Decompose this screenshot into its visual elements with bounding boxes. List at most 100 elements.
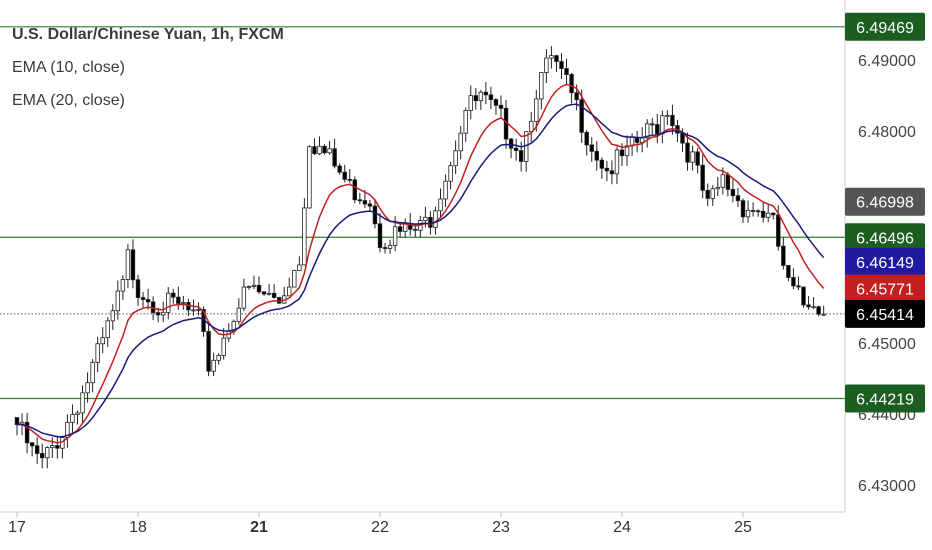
candle-body bbox=[438, 198, 443, 212]
candle-body bbox=[786, 265, 791, 278]
candle-body bbox=[498, 104, 504, 109]
candle-body bbox=[362, 200, 368, 205]
price-label-6.46496: 6.46496 bbox=[845, 223, 925, 252]
candle-body bbox=[14, 417, 20, 426]
candle-body bbox=[307, 146, 312, 209]
candle-body bbox=[246, 286, 252, 288]
candle-body bbox=[292, 270, 297, 288]
price-label-6.49469: 6.49469 bbox=[845, 12, 925, 41]
candle-body bbox=[241, 286, 247, 309]
candle-body bbox=[45, 447, 50, 459]
candle-body bbox=[473, 95, 478, 102]
candle-body bbox=[40, 453, 45, 459]
candle-body bbox=[468, 95, 473, 111]
candle-body bbox=[342, 171, 347, 180]
candle-body bbox=[70, 414, 75, 423]
candle-body bbox=[448, 165, 453, 182]
candle-body bbox=[256, 284, 262, 293]
price-label-text: 6.49469 bbox=[856, 20, 914, 37]
price-label-box bbox=[845, 223, 925, 252]
candle-body bbox=[216, 355, 221, 361]
candle-body bbox=[735, 195, 741, 202]
horizontal-levels bbox=[0, 26, 845, 400]
candle-body bbox=[624, 145, 630, 157]
candle-body bbox=[745, 210, 751, 218]
candle-body bbox=[569, 74, 574, 94]
candle-body bbox=[377, 223, 383, 248]
candle-body bbox=[559, 61, 564, 69]
candle-body bbox=[221, 337, 226, 356]
candle-body bbox=[645, 123, 650, 139]
candle-body bbox=[755, 210, 761, 213]
candle-body bbox=[791, 277, 796, 287]
price-label-text: 6.46998 bbox=[856, 195, 914, 212]
candle-body bbox=[710, 188, 715, 199]
price-label-box bbox=[845, 247, 925, 276]
candle-body bbox=[287, 286, 292, 297]
candle-body bbox=[483, 91, 489, 96]
candle-body bbox=[85, 382, 90, 394]
time-tick-label: 18 bbox=[129, 519, 147, 536]
candle-body bbox=[55, 445, 60, 449]
candle-body bbox=[508, 138, 514, 149]
candle-body bbox=[332, 148, 337, 167]
time-axis[interactable]: 17 18 21 22 23 24 25 bbox=[0, 511, 845, 536]
candle-body bbox=[463, 110, 468, 134]
candle-body bbox=[423, 216, 428, 221]
candle-body bbox=[670, 114, 675, 127]
candle-body bbox=[211, 359, 216, 372]
time-tick-label: 21 bbox=[250, 519, 268, 536]
candle-body bbox=[367, 203, 373, 207]
price-label-text: 6.46149 bbox=[856, 255, 914, 272]
candle-body bbox=[604, 167, 610, 172]
candle-body bbox=[166, 292, 171, 313]
candle-body bbox=[130, 249, 136, 281]
candle-body bbox=[493, 99, 499, 106]
candle-body bbox=[609, 170, 615, 175]
candle-body bbox=[140, 297, 146, 300]
candle-body bbox=[413, 228, 418, 231]
candle-body bbox=[382, 247, 388, 249]
candle-body bbox=[155, 312, 161, 316]
candle-body bbox=[776, 214, 781, 247]
candle-body bbox=[90, 361, 95, 384]
candle-body bbox=[125, 249, 131, 280]
price-label-text: 6.44219 bbox=[856, 391, 914, 408]
candle-body bbox=[806, 304, 811, 308]
candle-body bbox=[816, 306, 821, 315]
price-tick-label: 6.43000 bbox=[858, 478, 916, 495]
price-label-text: 6.45771 bbox=[856, 282, 914, 299]
candle-body bbox=[387, 245, 393, 249]
candle-body bbox=[614, 149, 620, 175]
candle-body bbox=[196, 309, 201, 311]
candle-body bbox=[619, 149, 625, 157]
candle-body bbox=[29, 442, 35, 447]
candle-body bbox=[725, 174, 731, 190]
candle-body bbox=[599, 159, 605, 169]
candle-body bbox=[544, 57, 549, 73]
ema-20-line bbox=[16, 103, 825, 438]
candle-body bbox=[261, 291, 267, 295]
candle-body bbox=[206, 331, 211, 372]
candle-body bbox=[115, 290, 121, 312]
legend-ema-20: EMA (20, close) bbox=[12, 92, 125, 109]
candle-body bbox=[695, 151, 700, 166]
candle-body bbox=[191, 309, 196, 312]
candle-body bbox=[690, 151, 695, 163]
candle-body bbox=[771, 212, 776, 216]
candle-body bbox=[372, 205, 378, 225]
price-label-6.45771: 6.45771 bbox=[845, 274, 925, 303]
candle-body bbox=[120, 279, 126, 292]
candle-body bbox=[357, 199, 363, 202]
candle-body bbox=[312, 146, 317, 155]
candle-body bbox=[352, 179, 357, 201]
price-label-text: 6.46496 bbox=[856, 230, 914, 247]
candle-body bbox=[574, 92, 579, 101]
price-tick-label: 6.48000 bbox=[858, 124, 916, 141]
price-label-text: 6.45414 bbox=[856, 307, 914, 324]
candle-body bbox=[428, 216, 433, 228]
price-labels: 6.49469 6.46998 6.46496 6.46149 6.45771 6.454… bbox=[845, 12, 925, 413]
candle-body bbox=[655, 124, 660, 135]
candle-body bbox=[760, 210, 766, 218]
